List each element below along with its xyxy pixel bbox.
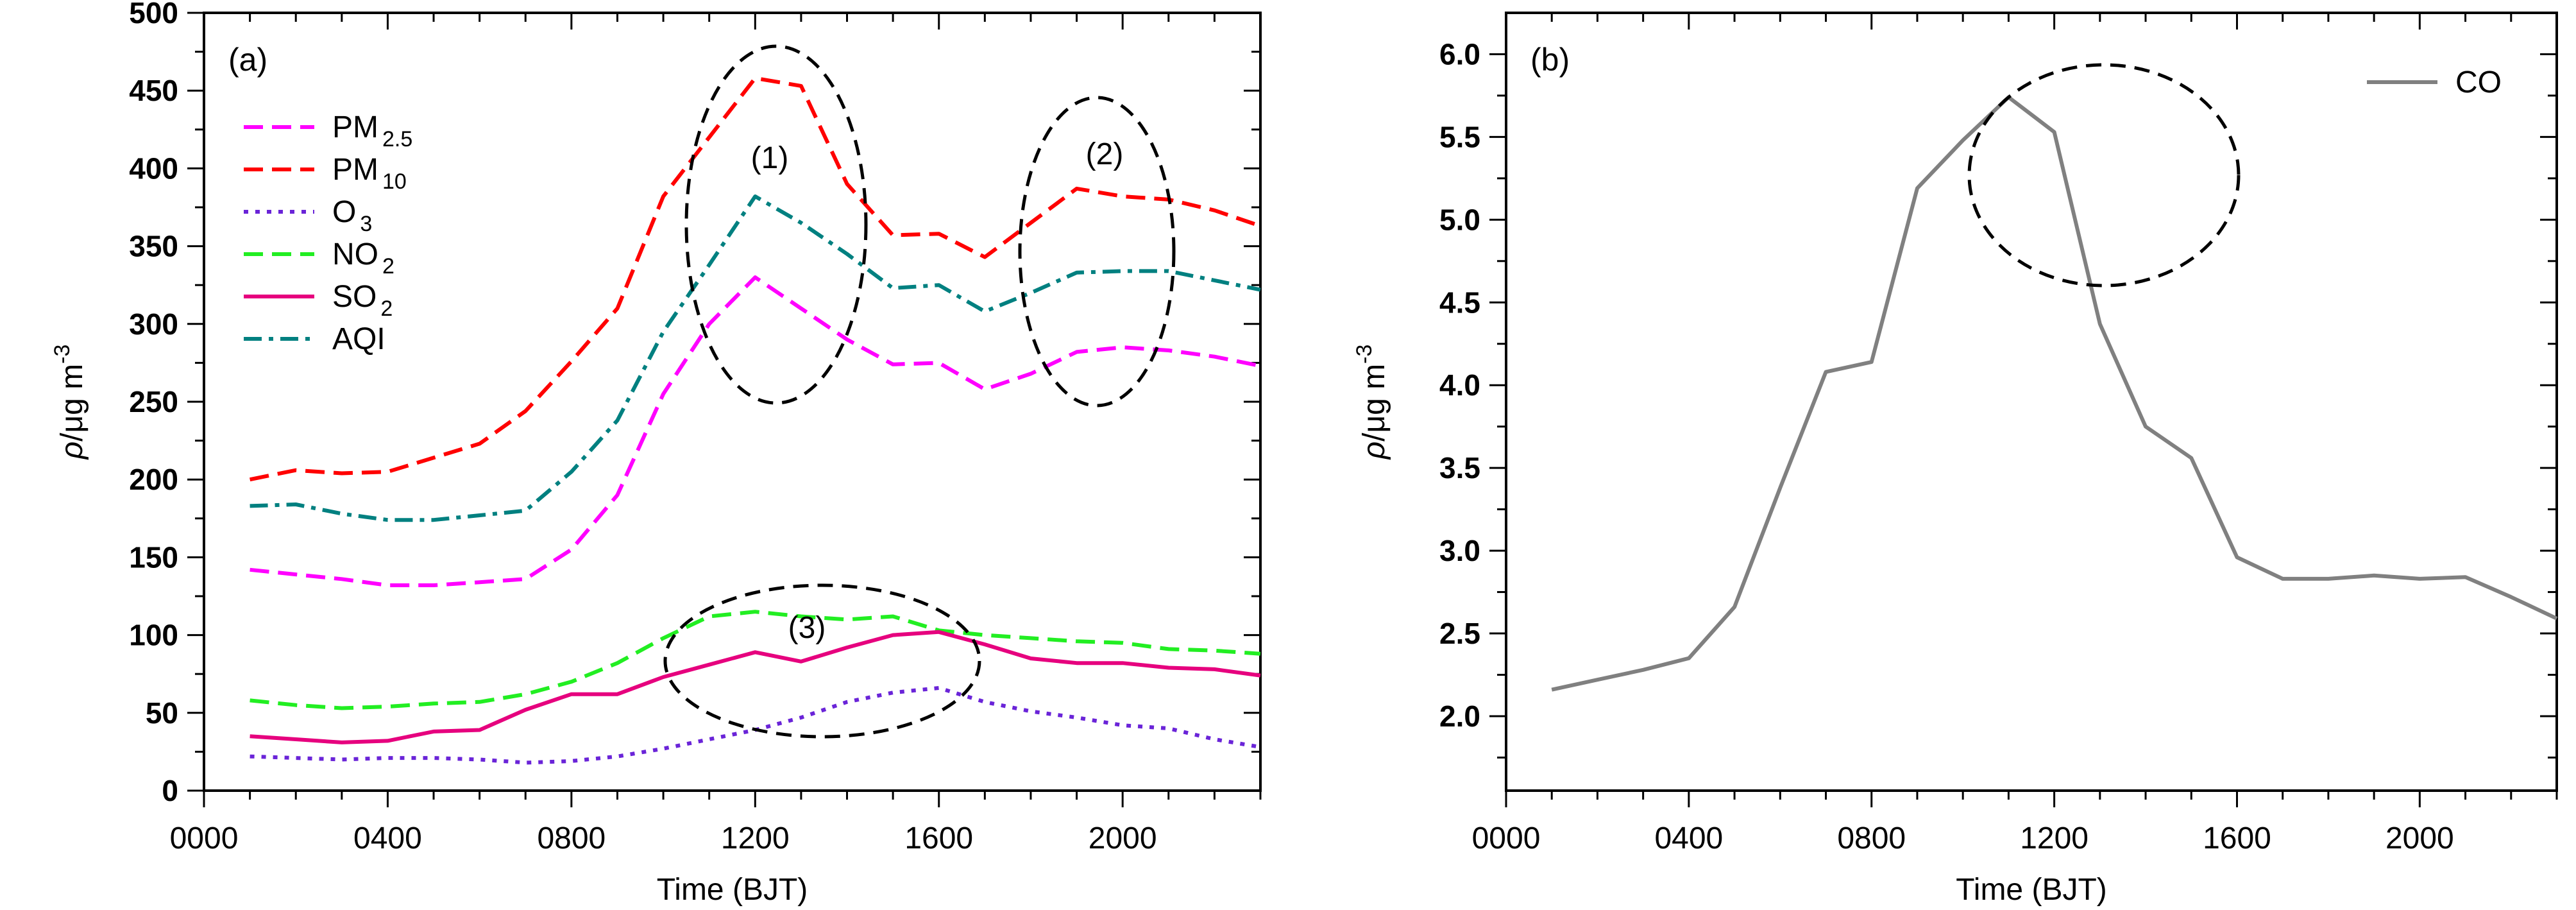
y-axis-title: ρ/μg m-3 <box>50 345 89 461</box>
legend-label-subscript: 3 <box>360 212 372 236</box>
legend-label: PM <box>332 110 378 144</box>
legend-entry-pm10: PM 10 <box>332 153 407 194</box>
y-tick-label: 50 <box>146 696 178 730</box>
x-tick-label: 2000 <box>2385 821 2454 855</box>
y-tick-label: 3.5 <box>1439 451 1480 485</box>
x-tick-label: 2000 <box>1089 821 1157 855</box>
x-tick-label: 0000 <box>170 821 239 855</box>
legend-label: PM <box>332 153 378 187</box>
y-tick-label: 4.5 <box>1439 286 1480 319</box>
y-tick-label: 2.0 <box>1439 700 1480 733</box>
annotation-label: (1) <box>751 141 789 175</box>
y-tick-label: 200 <box>129 463 178 496</box>
y-axis-title-unit: /μg m <box>1357 364 1391 442</box>
x-tick-label: 1600 <box>904 821 973 855</box>
y-tick-label: 500 <box>129 0 178 30</box>
legend-label: CO <box>2455 65 2502 99</box>
series-line-so2 <box>250 630 1261 744</box>
y-axis-title: ρ/μg m-3 <box>1352 345 1391 461</box>
x-tick-label: 1600 <box>2203 821 2271 855</box>
x-axis-title: Time (BJT) <box>1956 873 2107 907</box>
y-tick-label: 4.0 <box>1439 368 1480 402</box>
legend-entry-co: CO <box>2455 65 2502 99</box>
y-axis-title-symbol: ρ <box>1357 442 1391 461</box>
legend-label-subscript: 2 <box>382 254 394 279</box>
y-tick-label: 6.0 <box>1439 37 1480 71</box>
legend-label: SO <box>332 280 377 314</box>
chart-panel-b: 0000 0400 0800 1200 1600 2000 2.0 2.5 3.0 3.5 4.0 4… <box>1352 12 2558 907</box>
legend-label-subscript: 2 <box>380 296 393 321</box>
y-axis-title-exponent: -3 <box>1352 345 1377 364</box>
highlight-ellipse <box>1018 96 1176 408</box>
y-tick-label: 2.5 <box>1439 617 1480 650</box>
panel-label: (b) <box>1530 42 1570 78</box>
x-tick-label: 0800 <box>1837 821 1906 855</box>
legend-label: NO <box>332 237 378 271</box>
x-axis-title: Time (BJT) <box>657 873 808 907</box>
x-tick-label: 0400 <box>353 821 422 855</box>
series-line-no2 <box>250 610 1261 710</box>
x-tick-label: 0000 <box>1472 821 1541 855</box>
legend-entry-aqi: AQI <box>332 322 386 356</box>
highlight-ellipse <box>1967 63 2241 288</box>
series-line-o3 <box>250 686 1261 765</box>
legend-entry-no2: NO 2 <box>332 237 394 279</box>
y-tick-label: 100 <box>129 619 178 652</box>
panel-label: (a) <box>228 42 267 78</box>
annotation-label: (2) <box>1086 137 1124 171</box>
x-tick-label: 1200 <box>721 821 790 855</box>
y-tick-label: 300 <box>129 307 178 341</box>
y-tick-label: 350 <box>129 230 178 263</box>
y-tick-label: 5.0 <box>1439 203 1480 236</box>
y-axis-title-unit: /μg m <box>55 364 89 442</box>
series-line-pm10 <box>250 76 1261 482</box>
series-line-aqi <box>250 194 1261 522</box>
y-axis-title-exponent: -3 <box>50 345 74 364</box>
legend-label-subscript: 10 <box>382 169 407 194</box>
legend-label: AQI <box>332 322 386 356</box>
y-tick-label: 150 <box>129 540 178 574</box>
series-line-pm25 <box>250 275 1261 587</box>
highlight-ellipse <box>684 44 868 405</box>
legend-entry-so2: SO 2 <box>332 280 393 321</box>
series-line-co <box>1551 95 2558 692</box>
legend-entry-pm25: PM 2.5 <box>332 110 412 151</box>
y-tick-label: 250 <box>129 385 178 418</box>
legend-label: O <box>332 195 356 229</box>
y-tick-label: 5.5 <box>1439 120 1480 153</box>
annotation-label: (3) <box>788 611 826 645</box>
y-axis-title-symbol: ρ <box>55 442 89 461</box>
x-tick-label: 1200 <box>2020 821 2089 855</box>
legend-label-subscript: 2.5 <box>382 127 412 151</box>
x-tick-label: 0400 <box>1654 821 1723 855</box>
y-tick-label: 400 <box>129 151 178 185</box>
chart-panel-a: 0000 0400 0800 1200 1600 2000 0 50 100 150 200 250 3… <box>50 0 1262 907</box>
highlight-ellipse <box>663 583 981 739</box>
y-tick-label: 450 <box>129 74 178 107</box>
y-tick-label: 3.0 <box>1439 534 1480 567</box>
y-tick-label: 0 <box>162 774 178 807</box>
plot-frame <box>1505 12 2558 792</box>
x-tick-label: 0800 <box>537 821 606 855</box>
